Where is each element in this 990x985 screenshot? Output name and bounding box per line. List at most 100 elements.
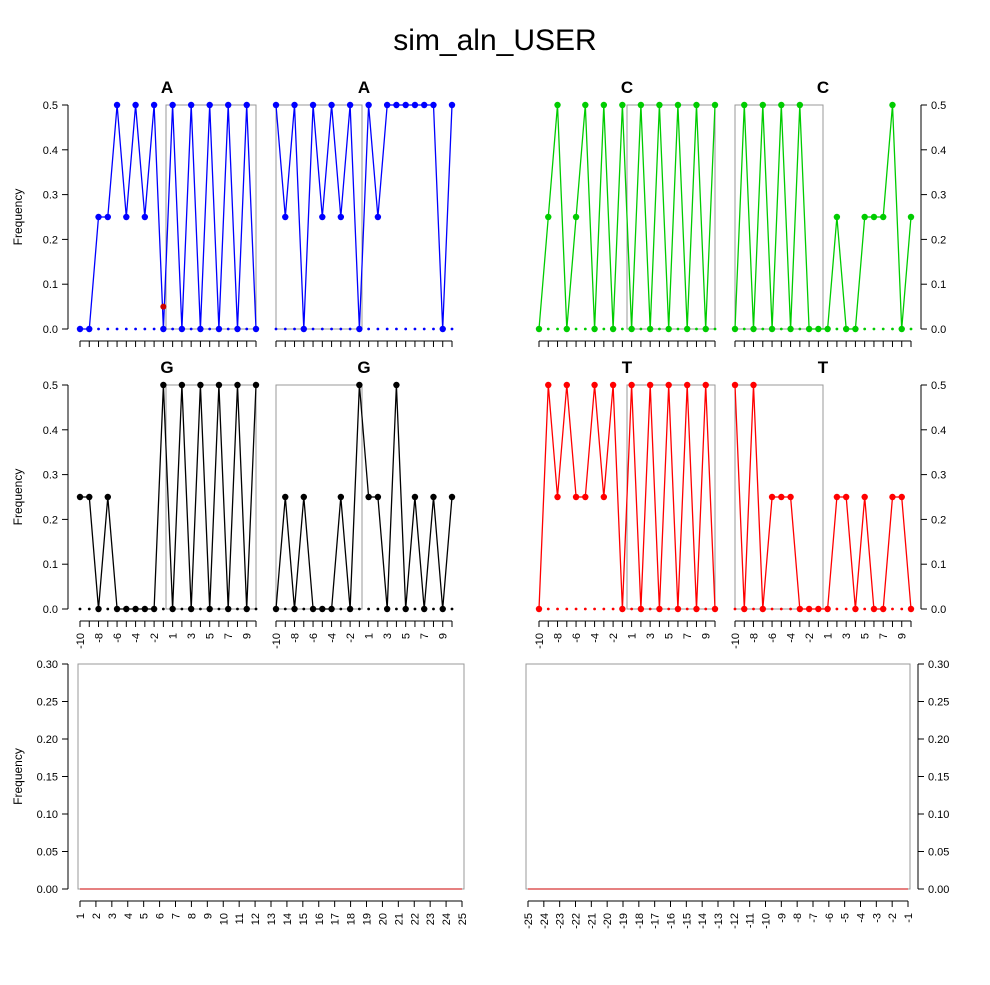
x-tick-label: 3 <box>186 633 198 639</box>
baseline-dot <box>835 607 839 611</box>
baseline-dot <box>807 607 811 611</box>
data-point <box>169 101 176 109</box>
x-tick-label: -2 <box>887 913 899 923</box>
x-tick-label: -4 <box>590 633 602 643</box>
baseline-dot <box>835 327 839 331</box>
baseline-dot <box>872 327 876 331</box>
x-tick-label: -21 <box>586 913 598 929</box>
baseline-dot <box>565 327 569 331</box>
baseline-dot <box>217 607 221 611</box>
panel-label: C <box>817 78 829 97</box>
baseline-dot <box>87 607 91 611</box>
data-point <box>141 213 149 221</box>
data-point <box>365 493 372 501</box>
data-point <box>252 381 260 389</box>
y-tick-label: 0.30 <box>928 659 949 671</box>
baseline-dot <box>302 327 306 331</box>
data-point <box>113 101 121 109</box>
data-point <box>674 101 682 109</box>
baseline-dot <box>274 327 278 331</box>
y-tick-label: 0.5 <box>43 100 58 112</box>
baseline-dot <box>583 327 587 331</box>
baseline-dot <box>376 607 380 611</box>
x-tick-label: -10 <box>75 633 87 649</box>
data-point <box>889 493 896 501</box>
data-point <box>309 101 317 109</box>
x-tick-label: -10 <box>761 913 773 929</box>
baseline-dot <box>676 327 680 331</box>
y-tick-label: 0.0 <box>931 324 946 336</box>
baseline-dot <box>863 327 867 331</box>
data-point <box>337 493 345 501</box>
data-point <box>870 213 878 221</box>
x-tick-label: 1 <box>627 633 639 639</box>
baseline-dot <box>115 327 119 331</box>
baseline-dot <box>311 327 315 331</box>
baseline-dot <box>236 607 239 611</box>
baseline-dot <box>574 607 578 611</box>
baseline-dot <box>546 607 550 611</box>
x-tick-label: 16 <box>314 913 326 925</box>
x-tick-label: 20 <box>377 913 389 925</box>
data-point <box>778 493 785 501</box>
data-point <box>374 213 382 221</box>
baseline-dot <box>593 327 596 331</box>
y-tick-label: 0.25 <box>928 697 949 709</box>
x-tick-label: 7 <box>878 633 890 639</box>
baseline-dot <box>556 327 559 331</box>
data-point <box>282 213 289 221</box>
y-tick-label: 0.05 <box>37 847 58 859</box>
x-tick-label: 7 <box>171 913 183 919</box>
baseline-dot <box>900 607 904 611</box>
x-tick-label: -7 <box>808 913 820 923</box>
baseline-dot <box>770 607 774 611</box>
baseline-dot <box>676 607 680 611</box>
x-tick-label: 18 <box>346 913 358 925</box>
x-tick-label: -24 <box>539 913 551 929</box>
baseline-dot <box>844 607 848 611</box>
data-point <box>880 213 887 221</box>
data-point <box>898 493 905 501</box>
x-tick-label: -6 <box>824 913 836 923</box>
x-tick-label: -4 <box>786 633 798 643</box>
x-tick-label: 9 <box>701 633 713 639</box>
data-point <box>545 381 552 389</box>
x-tick-label: 25 <box>457 913 469 925</box>
x-tick-label: -12 <box>729 913 741 929</box>
x-tick-label: -8 <box>792 913 804 923</box>
baseline-dot <box>556 607 559 611</box>
data-point <box>842 493 850 501</box>
baseline-dot <box>648 327 652 331</box>
baseline-dot <box>134 607 137 611</box>
x-tick-label: -6 <box>112 633 124 643</box>
baseline-dot <box>807 327 811 331</box>
baseline-dot <box>770 327 774 331</box>
baseline-dot <box>199 327 202 331</box>
x-tick-label: -6 <box>767 633 779 643</box>
data-point <box>234 381 241 389</box>
baseline-dot <box>713 607 717 611</box>
baseline-dot <box>891 327 894 331</box>
data-point <box>796 101 804 109</box>
baseline-dot <box>816 327 820 331</box>
baseline-dot <box>798 327 802 331</box>
x-tick-label: 6 <box>155 913 167 919</box>
window-box <box>734 384 824 610</box>
baseline-dot <box>620 327 624 331</box>
baseline-dot <box>565 607 569 611</box>
baseline-dot <box>844 327 848 331</box>
baseline-dot <box>254 607 258 611</box>
data-point <box>833 493 841 501</box>
data-point <box>243 101 250 109</box>
baseline-dot <box>180 607 184 611</box>
baseline-dot <box>658 607 661 611</box>
baseline-dot <box>226 607 230 611</box>
baseline-dot <box>293 607 296 611</box>
y-tick-label: 0.0 <box>43 604 58 616</box>
baseline-dot <box>909 327 913 331</box>
y-axis-title: Frequency <box>11 469 25 526</box>
baseline-dot <box>245 327 249 331</box>
baseline-dot <box>432 327 435 331</box>
baseline-dot <box>134 327 137 331</box>
y-tick-label: 0.20 <box>928 734 949 746</box>
